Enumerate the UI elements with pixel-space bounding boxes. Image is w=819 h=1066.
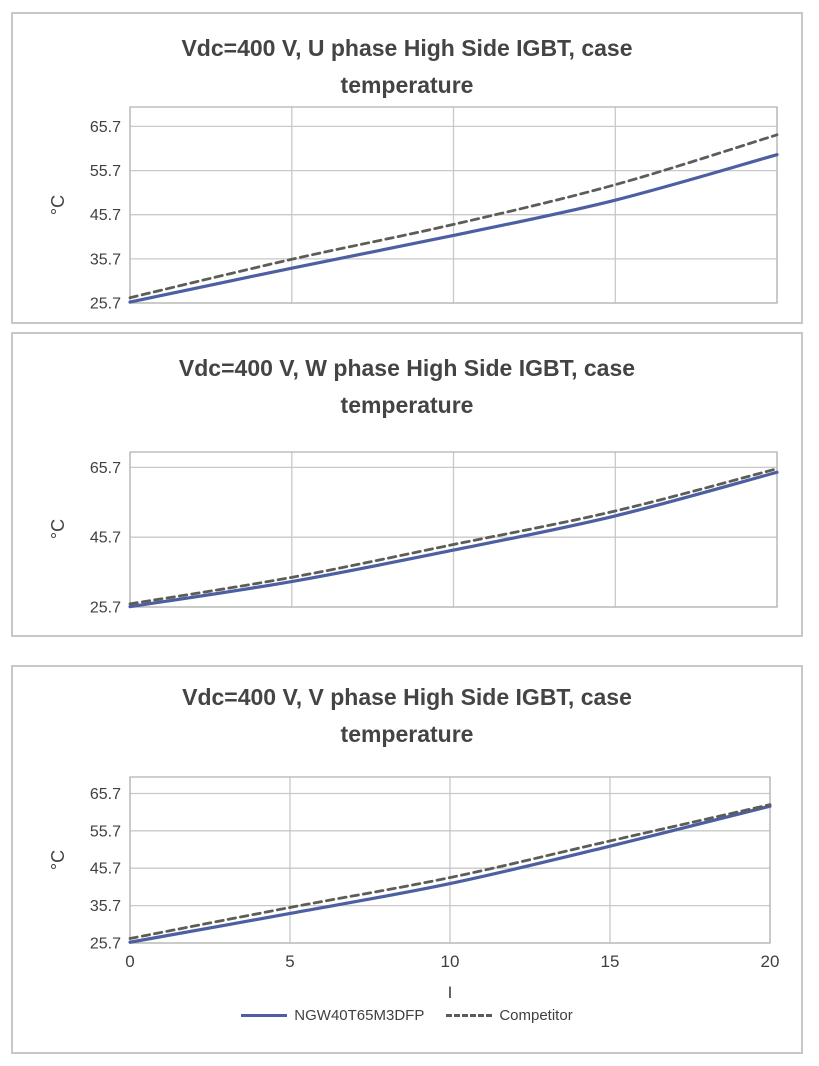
x-tick-label: 20 (761, 952, 780, 971)
plot-area-border (129, 776, 771, 944)
y-tick-label: 65.7 (90, 786, 121, 803)
x-tick-label: 15 (601, 952, 620, 971)
competitor-series-line (128, 467, 779, 606)
chart-title-text: Vdc=400 V, U phase High Side IGBT, case … (181, 35, 633, 98)
chart-panel-w-phase: Vdc=400 V, W phase High Side IGBT, case … (11, 332, 803, 637)
legend-label-competitor: Competitor (499, 1007, 573, 1024)
chart-panel-u-phase: Vdc=400 V, U phase High Side IGBT, case … (11, 12, 803, 324)
x-tick-label: 10 (441, 952, 460, 971)
y-tick-label: 65.7 (90, 460, 121, 477)
chart-title-text: Vdc=400 V, W phase High Side IGBT, case … (178, 355, 636, 418)
y-tick-label: 65.7 (90, 119, 121, 136)
plot-area-border (129, 451, 778, 608)
y-tick-label: 25.7 (90, 296, 121, 313)
chart-title: Vdc=400 V, V phase High Side IGBT, case … (13, 679, 801, 753)
y-tick-label: 25.7 (90, 936, 121, 953)
chart-title: Vdc=400 V, W phase High Side IGBT, case … (13, 350, 801, 424)
x-tick-label: 5 (285, 952, 294, 971)
dashed-line-swatch (446, 1014, 493, 1017)
line-chart-w-phase: 25.7 45.7 65.7 (90, 451, 779, 617)
y-tick-label: 35.7 (90, 251, 121, 268)
chart-legend: NGW40T65M3DFP Competitor (13, 1007, 801, 1024)
plot-area-border (129, 106, 778, 304)
x-axis-label: I (447, 983, 453, 1002)
y-tick-label: 45.7 (90, 530, 121, 547)
solid-line-swatch (241, 1014, 288, 1017)
legend-label-primary: NGW40T65M3DFP (294, 1007, 425, 1024)
primary-series-line (128, 470, 779, 609)
competitor-series-line (128, 133, 779, 300)
line-chart-u-phase: 25.7 35.7 45.7 55.7 65.7 (90, 106, 779, 313)
chart-title-text: Vdc=400 V, V phase High Side IGBT, case … (182, 684, 632, 747)
y-tick-label: 25.7 (90, 600, 121, 617)
y-tick-label: 45.7 (90, 861, 121, 878)
x-tick-label: 0 (125, 952, 134, 971)
y-tick-label: 35.7 (90, 898, 121, 915)
y-tick-label: 45.7 (90, 207, 121, 224)
competitor-series-line (128, 803, 772, 940)
y-tick-label: 55.7 (90, 163, 121, 180)
primary-series-line (128, 804, 772, 944)
chart-panel-v-phase: Vdc=400 V, V phase High Side IGBT, case … (11, 665, 803, 1054)
chart-title: Vdc=400 V, U phase High Side IGBT, case … (13, 30, 801, 104)
primary-series-line (128, 153, 779, 304)
y-tick-label: 55.7 (90, 823, 121, 840)
line-chart-v-phase: 25.7 35.7 45.7 55.7 65.7 0 5 10 15 20 (90, 776, 780, 971)
